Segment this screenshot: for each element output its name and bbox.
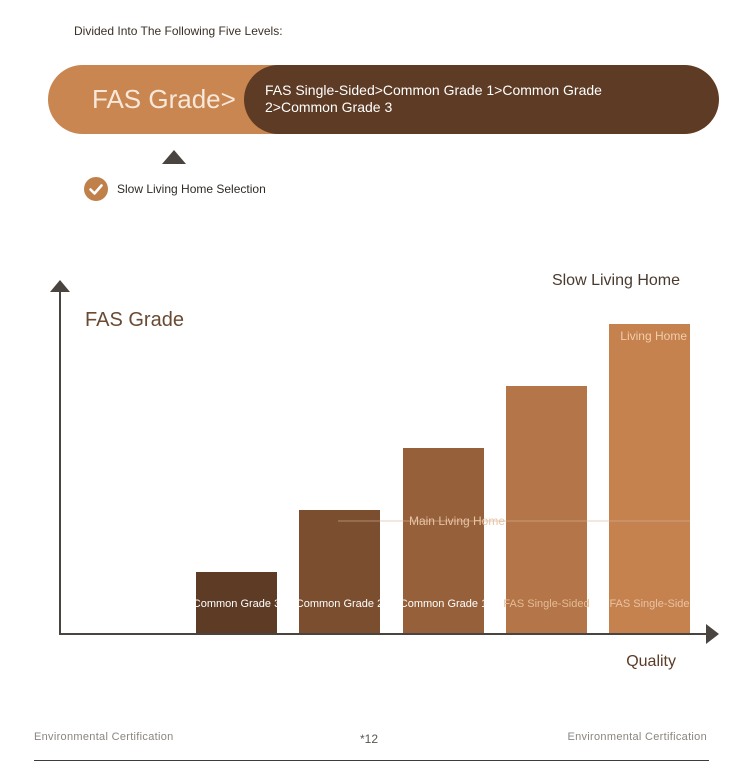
bar-label-5: FAS Single-Side xyxy=(609,598,689,610)
y-axis-arrow-icon xyxy=(50,280,70,292)
bar-1 xyxy=(196,572,277,634)
annotation-slow-living-home: Slow Living Home xyxy=(552,272,680,289)
annotation-main-living-home: Main Living Home xyxy=(409,514,505,528)
bar-label-1: Common Grade 3 xyxy=(193,598,280,610)
bar-5 xyxy=(609,324,690,634)
selection-label: Slow Living Home Selection xyxy=(117,182,266,196)
bar-label-4: FAS Single-Sided xyxy=(503,598,589,610)
y-axis-label: FAS Grade xyxy=(85,309,184,331)
bar-label-3: Common Grade 1 xyxy=(400,598,487,610)
fas-grade-banner: FAS Grade> FAS Single-Sided>Common Grade… xyxy=(48,65,719,134)
page-number: *12 xyxy=(360,732,379,746)
footer-left-text: Environmental Certification xyxy=(34,731,174,743)
check-icon xyxy=(84,177,108,201)
grade-levels-description: FAS Single-Sided>Common Grade 1>Common G… xyxy=(265,82,602,115)
fas-grade-chart: Common Grade 3 Common Grade 2 Common Grade… xyxy=(50,272,719,670)
pointer-triangle-icon xyxy=(162,150,186,164)
x-axis-label: Quality xyxy=(626,653,676,670)
fas-grade-label: FAS Grade> xyxy=(92,84,236,114)
intro-text: Divided Into The Following Five Levels: xyxy=(74,24,283,38)
footer-divider xyxy=(34,760,709,761)
footer-right-text: Environmental Certification xyxy=(567,731,707,743)
bar-3 xyxy=(403,448,484,634)
grade-levels-panel xyxy=(244,65,719,134)
annotation-living-home: Living Home xyxy=(620,329,687,343)
bar-4 xyxy=(506,386,587,634)
x-axis-arrow-icon xyxy=(706,624,719,644)
bar-2 xyxy=(299,510,380,634)
bar-label-2: Common Grade 2 xyxy=(296,598,383,610)
